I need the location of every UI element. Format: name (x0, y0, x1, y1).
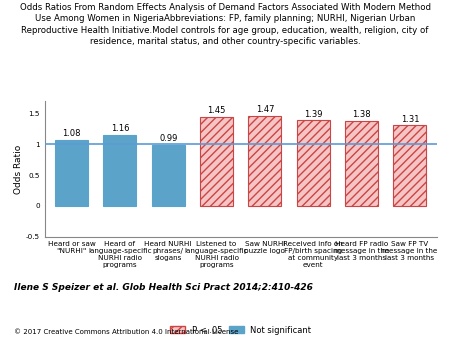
Text: © 2017 Creative Commons Attribution 4.0 International License: © 2017 Creative Commons Attribution 4.0 … (14, 329, 238, 335)
Text: 1.31: 1.31 (400, 115, 419, 123)
Text: Odds Ratios From Random Effects Analysis of Demand Factors Associated With Moder: Odds Ratios From Random Effects Analysis… (19, 3, 431, 46)
Text: 1.39: 1.39 (304, 110, 323, 119)
Text: Ilene S Speizer et al. Glob Health Sci Pract 2014;2:410-426: Ilene S Speizer et al. Glob Health Sci P… (14, 283, 312, 292)
Text: 1.47: 1.47 (256, 105, 274, 114)
Text: 1.45: 1.45 (207, 106, 226, 115)
Bar (297, 120, 330, 206)
Bar (393, 125, 426, 206)
Bar (152, 145, 184, 206)
Bar (248, 116, 281, 206)
Text: 0.99: 0.99 (159, 134, 177, 143)
Text: 1.38: 1.38 (352, 110, 371, 119)
Bar (55, 140, 88, 206)
Bar (345, 121, 378, 206)
Y-axis label: Odds Ratio: Odds Ratio (14, 144, 23, 194)
Legend: P < .05, Not significant: P < .05, Not significant (166, 322, 315, 338)
Text: 1.08: 1.08 (63, 129, 81, 138)
Bar (104, 135, 136, 206)
Text: 1.16: 1.16 (111, 124, 129, 133)
Bar (200, 117, 233, 206)
